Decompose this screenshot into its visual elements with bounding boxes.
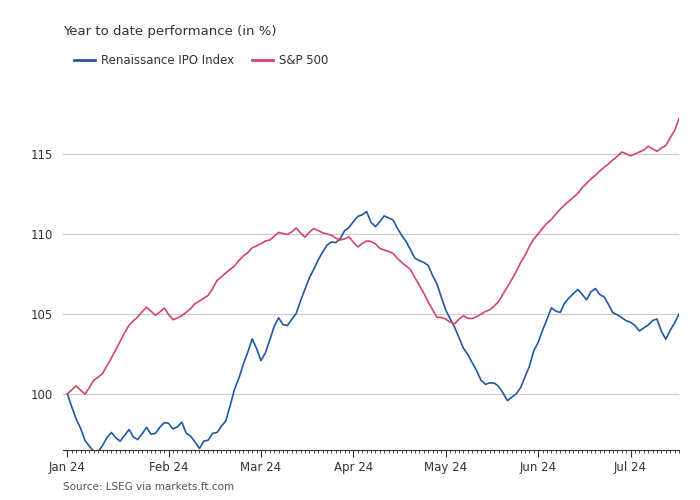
Text: Source: LSEG via markets.ft.com: Source: LSEG via markets.ft.com [63, 482, 234, 492]
Text: Year to date performance (in %): Year to date performance (in %) [63, 25, 276, 38]
Legend: Renaissance IPO Index, S&P 500: Renaissance IPO Index, S&P 500 [69, 49, 333, 72]
